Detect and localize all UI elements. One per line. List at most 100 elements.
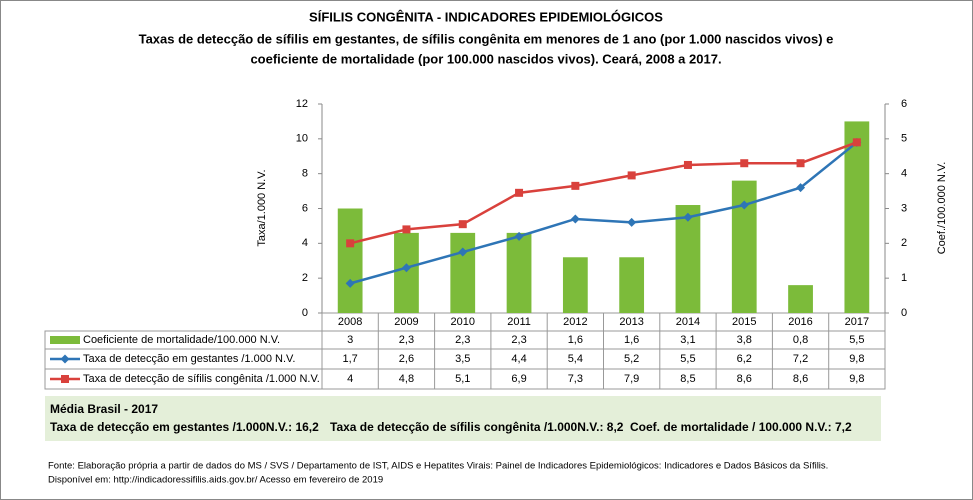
y-tick-label: 0	[302, 307, 308, 319]
data-label: 5,4	[568, 353, 583, 365]
chart-subtitle: coeficiente de mortalidade (por 100.000 …	[250, 51, 721, 66]
y2-tick-label: 3	[901, 202, 907, 214]
data-label: 5,5	[680, 353, 695, 365]
data-label: 8,5	[680, 373, 695, 385]
summary-item: Coef. de mortalidade / 100.000 N.V.: 7,2	[630, 420, 852, 434]
point	[739, 200, 749, 210]
x-tick-label: 2009	[394, 316, 418, 328]
x-tick-label: 2014	[676, 316, 700, 328]
y2-tick-label: 2	[901, 237, 907, 249]
x-tick-label: 2015	[732, 316, 756, 328]
summary-item: Taxa de detecção em gestantes /1.000N.V.…	[50, 420, 319, 434]
y2-tick-label: 4	[901, 168, 907, 180]
data-label: 1,7	[343, 353, 358, 365]
y-tick-label: 10	[296, 133, 308, 145]
bar	[337, 208, 363, 313]
point	[402, 225, 411, 234]
chart-subtitle: Taxas de detecção de sífilis em gestante…	[139, 31, 834, 46]
bar	[731, 180, 757, 313]
legend-label: Coeficiente de mortalidade/100.000 N.V.	[83, 334, 280, 346]
bar	[619, 257, 645, 313]
x-tick-label: 2010	[451, 316, 475, 328]
y2-tick-label: 6	[901, 98, 907, 110]
point	[458, 247, 468, 257]
y-tick-label: 2	[302, 272, 308, 284]
bar	[675, 205, 701, 313]
data-label: 3	[347, 334, 353, 346]
y-tick-label: 8	[302, 168, 308, 180]
chart-title: SÍFILIS CONGÊNITA - INDICADORES EPIDEMIO…	[309, 9, 663, 24]
data-label: 3,1	[680, 334, 695, 346]
line	[349, 141, 858, 285]
legend-label: Taxa de detecção de sífilis congênita /1…	[83, 373, 320, 385]
data-label: 7,3	[568, 373, 583, 385]
data-label: 4,4	[511, 353, 526, 365]
point	[796, 183, 806, 193]
data-label: 4,8	[399, 373, 414, 385]
summary-title: Média Brasil - 2017	[50, 402, 158, 416]
point	[683, 212, 693, 222]
point	[683, 160, 692, 169]
point	[514, 231, 524, 241]
point	[740, 159, 749, 168]
point	[458, 220, 467, 229]
data-label: 2,6	[399, 353, 414, 365]
data-label: 1,6	[568, 334, 583, 346]
y2-axis-label: Coef./100.000 N.V.	[936, 162, 948, 255]
x-tick-label: 2017	[845, 316, 869, 328]
data-label: 9,8	[849, 353, 864, 365]
y2-tick-label: 0	[901, 307, 907, 319]
data-label: 6,9	[511, 373, 526, 385]
point	[627, 171, 636, 180]
data-label: 1,6	[624, 334, 639, 346]
x-tick-label: 2013	[619, 316, 643, 328]
data-label: 6,2	[737, 353, 752, 365]
bar	[844, 121, 870, 314]
legend-swatch	[50, 336, 80, 344]
summary-box	[45, 396, 881, 441]
point	[627, 217, 637, 227]
point	[346, 239, 355, 248]
y-tick-label: 4	[302, 237, 308, 249]
point	[401, 263, 411, 273]
data-label: 4	[347, 373, 353, 385]
source-note: Disponível em: http://indicadoressifilis…	[48, 475, 383, 486]
data-label: 3,8	[737, 334, 752, 346]
y-tick-label: 6	[302, 202, 308, 214]
point	[61, 375, 69, 383]
point	[571, 181, 580, 190]
x-tick-label: 2016	[788, 316, 812, 328]
bar	[562, 257, 588, 313]
source-note: Fonte: Elaboração própria a partir de da…	[48, 461, 828, 472]
data-label: 5,2	[624, 353, 639, 365]
summary-item: Taxa de detecção de sífilis congênita /1…	[330, 420, 624, 434]
data-label: 7,2	[793, 353, 808, 365]
legend-label: Taxa de detecção em gestantes /1.000 N.V…	[83, 353, 295, 365]
x-tick-label: 2011	[507, 316, 531, 328]
data-label: 0,8	[793, 334, 808, 346]
data-label: 7,9	[624, 373, 639, 385]
data-label: 5,1	[455, 373, 470, 385]
data-label: 8,6	[737, 373, 752, 385]
point	[796, 159, 805, 168]
point	[515, 188, 524, 197]
data-label: 8,6	[793, 373, 808, 385]
data-label: 2,3	[511, 334, 526, 346]
y2-tick-label: 1	[901, 272, 907, 284]
data-label: 2,3	[399, 334, 414, 346]
bar	[506, 232, 532, 313]
point	[345, 278, 355, 288]
x-tick-label: 2008	[338, 316, 362, 328]
bar	[450, 232, 476, 313]
y2-tick-label: 5	[901, 133, 907, 145]
data-label: 2,3	[455, 334, 470, 346]
bar	[788, 285, 813, 313]
point	[60, 354, 70, 364]
x-tick-label: 2012	[563, 316, 587, 328]
data-label: 5,5	[849, 334, 864, 346]
y-axis-label: Taxa/1.000 N.V.	[256, 169, 268, 246]
point	[570, 214, 580, 224]
data-label: 3,5	[455, 353, 470, 365]
data-label: 9,8	[849, 373, 864, 385]
